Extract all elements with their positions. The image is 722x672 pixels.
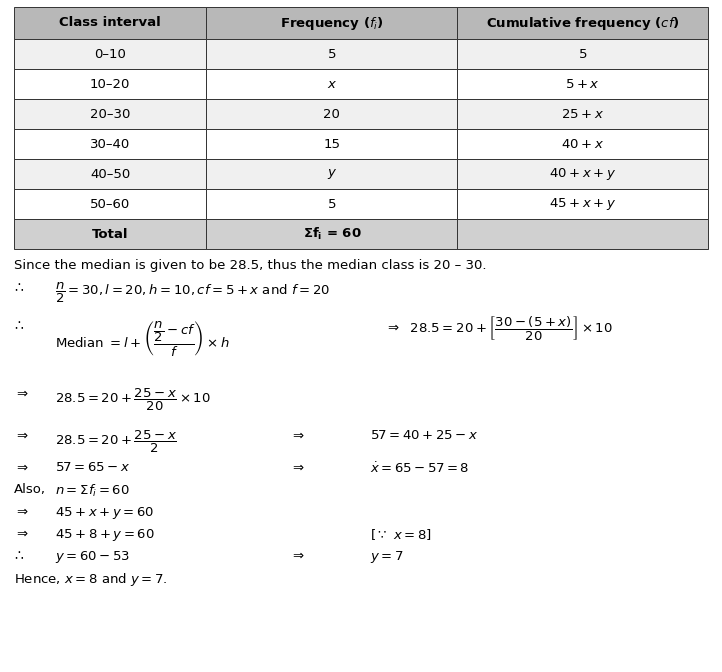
Text: $[\because\ x = 8]$: $[\because\ x = 8]$: [370, 527, 432, 542]
Bar: [14, 39, 206, 69]
Text: 5: 5: [328, 48, 336, 60]
Text: $\dot{x} = 65 - 57 = 8$: $\dot{x} = 65 - 57 = 8$: [370, 461, 469, 476]
Bar: [14, 159, 206, 189]
Text: Total: Total: [92, 228, 129, 241]
Text: $57 = 40 + 25 - x$: $57 = 40 + 25 - x$: [370, 429, 479, 442]
Text: 50–60: 50–60: [90, 198, 130, 210]
Bar: [14, 7, 206, 39]
Text: Class interval: Class interval: [59, 17, 161, 30]
Text: Since the median is given to be 28.5, thus the median class is 20 – 30.: Since the median is given to be 28.5, th…: [14, 259, 487, 272]
Bar: [458, 99, 708, 129]
Text: $y$: $y$: [326, 167, 337, 181]
Bar: [206, 39, 458, 69]
Text: $\dfrac{n}{2}$$ = 30, l = 20, h = 10, cf = 5 + x\ \mathrm{and}\ f = 20$: $\dfrac{n}{2}$$ = 30, l = 20, h = 10, cf…: [55, 281, 330, 305]
Bar: [458, 69, 708, 99]
Bar: [458, 219, 708, 249]
Text: 0–10: 0–10: [94, 48, 126, 60]
Bar: [206, 189, 458, 219]
Bar: [14, 219, 206, 249]
Text: $45 + 8 + y = 60$: $45 + 8 + y = 60$: [55, 527, 155, 543]
Text: $\Rightarrow$: $\Rightarrow$: [14, 429, 29, 442]
Bar: [14, 69, 206, 99]
Text: $28.5 = 20 + \dfrac{25-x}{2}$: $28.5 = 20 + \dfrac{25-x}{2}$: [55, 429, 177, 455]
Text: 40–50: 40–50: [90, 167, 130, 181]
Text: 20: 20: [323, 108, 340, 120]
Bar: [458, 7, 708, 39]
Text: $x$: $x$: [326, 77, 337, 91]
Text: $y = 60 - 53$: $y = 60 - 53$: [55, 549, 131, 565]
Text: 20–30: 20–30: [90, 108, 130, 120]
Bar: [206, 7, 458, 39]
Bar: [458, 39, 708, 69]
Bar: [14, 189, 206, 219]
Bar: [206, 129, 458, 159]
Text: $\Rightarrow\ \ 28.5 = 20 + \left[\dfrac{30-(5+x)}{20}\right]\times10$: $\Rightarrow\ \ 28.5 = 20 + \left[\dfrac…: [385, 315, 613, 343]
Text: $\Rightarrow$: $\Rightarrow$: [290, 429, 305, 442]
Text: $45 + x + y = 60$: $45 + x + y = 60$: [55, 505, 155, 521]
Text: $25 + x$: $25 + x$: [561, 108, 604, 120]
Text: $\Rightarrow$: $\Rightarrow$: [14, 505, 29, 518]
Text: Frequency ($f_i$): Frequency ($f_i$): [280, 15, 383, 32]
Bar: [458, 159, 708, 189]
Text: $40 + x$: $40 + x$: [561, 138, 604, 151]
Text: Median $= l+\left(\dfrac{\dfrac{n}{2}-cf}{f}\right)\times h$: Median $= l+\left(\dfrac{\dfrac{n}{2}-cf…: [55, 319, 230, 358]
Text: Cumulative frequency ($cf$): Cumulative frequency ($cf$): [486, 15, 679, 32]
Bar: [458, 129, 708, 159]
Text: $45 + x + y$: $45 + x + y$: [549, 196, 617, 212]
Text: 5: 5: [578, 48, 587, 60]
Text: $\Rightarrow$: $\Rightarrow$: [14, 527, 29, 540]
Bar: [458, 189, 708, 219]
Text: $\mathbf{\Sigma f_i}$ = 60: $\mathbf{\Sigma f_i}$ = 60: [303, 226, 361, 242]
Bar: [206, 159, 458, 189]
Text: 10–20: 10–20: [90, 77, 130, 91]
Text: $57 = 65 - x$: $57 = 65 - x$: [55, 461, 130, 474]
Text: ∴: ∴: [14, 319, 23, 333]
Text: $40 + x + y$: $40 + x + y$: [549, 166, 617, 182]
Text: Also,: Also,: [14, 483, 46, 496]
Text: ∴: ∴: [14, 281, 23, 295]
Bar: [14, 129, 206, 159]
Text: $5 + x$: $5 + x$: [565, 77, 600, 91]
Text: $\Rightarrow$: $\Rightarrow$: [14, 387, 29, 400]
Text: $\Rightarrow$: $\Rightarrow$: [290, 461, 305, 474]
Text: 15: 15: [323, 138, 340, 151]
Bar: [206, 219, 458, 249]
Text: 5: 5: [328, 198, 336, 210]
Bar: [206, 99, 458, 129]
Text: Hence, $x = 8$ and $y = 7.$: Hence, $x = 8$ and $y = 7.$: [14, 571, 168, 588]
Text: ∴: ∴: [14, 549, 23, 563]
Bar: [14, 99, 206, 129]
Text: $\Rightarrow$: $\Rightarrow$: [14, 461, 29, 474]
Text: $28.5 = 20 + \dfrac{25-x}{20}\times10$: $28.5 = 20 + \dfrac{25-x}{20}\times10$: [55, 387, 211, 413]
Text: 30–40: 30–40: [90, 138, 130, 151]
Text: $y = 7$: $y = 7$: [370, 549, 404, 565]
Bar: [206, 69, 458, 99]
Text: $\Rightarrow$: $\Rightarrow$: [290, 549, 305, 562]
Text: $n = \Sigma f_i = 60$: $n = \Sigma f_i = 60$: [55, 483, 130, 499]
